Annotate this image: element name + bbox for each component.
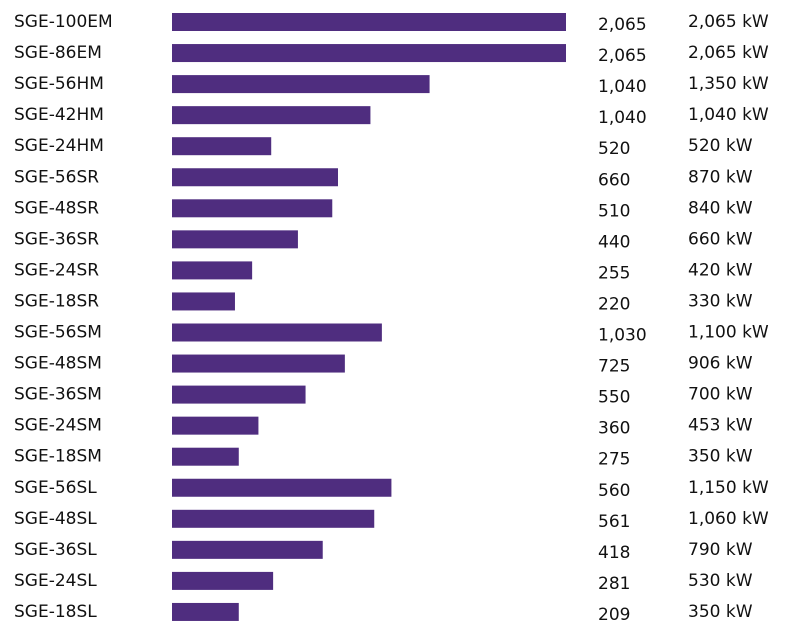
category-label: SGE-18SL (14, 602, 97, 622)
category-label: SGE-56SM (14, 323, 102, 343)
category-label: SGE-56SL (14, 478, 97, 498)
value-label: 1,040 (598, 77, 647, 97)
category-label: SGE-24SR (14, 260, 99, 280)
bar (172, 478, 392, 497)
category-label: SGE-100EM (14, 12, 113, 32)
value-label: 220 (598, 294, 630, 314)
category-label: SGE-48SM (14, 354, 102, 374)
capacity-label: 350 kW (688, 602, 753, 622)
capacity-label: 2,065 kW (688, 12, 769, 32)
category-label: SGE-86EM (14, 43, 102, 63)
bar (172, 106, 371, 125)
category-label: SGE-18SM (14, 447, 102, 467)
capacity-label: 906 kW (688, 354, 753, 374)
bar (172, 416, 259, 435)
bar (172, 261, 253, 280)
value-label: 2,065 (598, 46, 647, 66)
capacity-label: 350 kW (688, 447, 753, 467)
capacity-label: 1,350 kW (688, 74, 769, 94)
bar (172, 168, 338, 187)
category-label: SGE-18SR (14, 291, 99, 311)
bar (172, 602, 239, 621)
value-label: 561 (598, 512, 630, 532)
value-label: 255 (598, 263, 630, 283)
category-label: SGE-48SR (14, 198, 99, 218)
capacity-label: 1,040 kW (688, 105, 769, 125)
category-label: SGE-24HM (14, 136, 104, 156)
category-label: SGE-36SR (14, 229, 99, 249)
value-label: 1,030 (598, 326, 647, 346)
capacity-label: 1,100 kW (688, 323, 769, 343)
bar (172, 137, 272, 156)
capacity-label: 700 kW (688, 385, 753, 405)
category-label: SGE-42HM (14, 105, 104, 125)
bar (172, 13, 566, 31)
bar (172, 44, 566, 63)
value-label: 2,065 (598, 15, 647, 35)
capacity-label: 530 kW (688, 571, 753, 591)
bar (172, 292, 235, 311)
value-label: 281 (598, 574, 630, 594)
bar (172, 571, 274, 590)
bar (172, 230, 298, 249)
bar (172, 540, 323, 559)
bar (172, 323, 382, 342)
category-label: SGE-24SM (14, 416, 102, 436)
capacity-label: 840 kW (688, 198, 753, 218)
value-label: 418 (598, 543, 630, 563)
value-label: 520 (598, 139, 630, 159)
value-label: 1,040 (598, 108, 647, 128)
capacity-label: 1,060 kW (688, 509, 769, 529)
value-label: 275 (598, 450, 630, 470)
capacity-label: 420 kW (688, 260, 753, 280)
capacity-label: 660 kW (688, 229, 753, 249)
category-label: SGE-36SM (14, 385, 102, 405)
value-label: 360 (598, 419, 630, 439)
bar (172, 354, 345, 373)
value-label: 510 (598, 201, 630, 221)
value-label: 560 (598, 481, 630, 501)
capacity-label: 453 kW (688, 416, 753, 436)
capacity-label: 790 kW (688, 540, 753, 560)
bar (172, 385, 306, 404)
capacity-label: 870 kW (688, 167, 753, 187)
bar (172, 509, 375, 528)
value-label: 725 (598, 357, 630, 377)
value-label: 660 (598, 170, 630, 190)
value-label: 209 (598, 605, 630, 624)
value-label: 440 (598, 232, 630, 252)
capacity-label: 2,065 kW (688, 43, 769, 63)
category-label: SGE-24SL (14, 571, 97, 591)
category-label: SGE-56HM (14, 74, 104, 94)
bar (172, 199, 333, 218)
value-label: 550 (598, 388, 630, 408)
category-label: SGE-56SR (14, 167, 99, 187)
capacity-label: 1,150 kW (688, 478, 769, 498)
bar (172, 75, 430, 94)
bar (172, 447, 239, 466)
capacity-label: 520 kW (688, 136, 753, 156)
category-label: SGE-36SL (14, 540, 97, 560)
category-label: SGE-48SL (14, 509, 97, 529)
capacity-label: 330 kW (688, 291, 753, 311)
